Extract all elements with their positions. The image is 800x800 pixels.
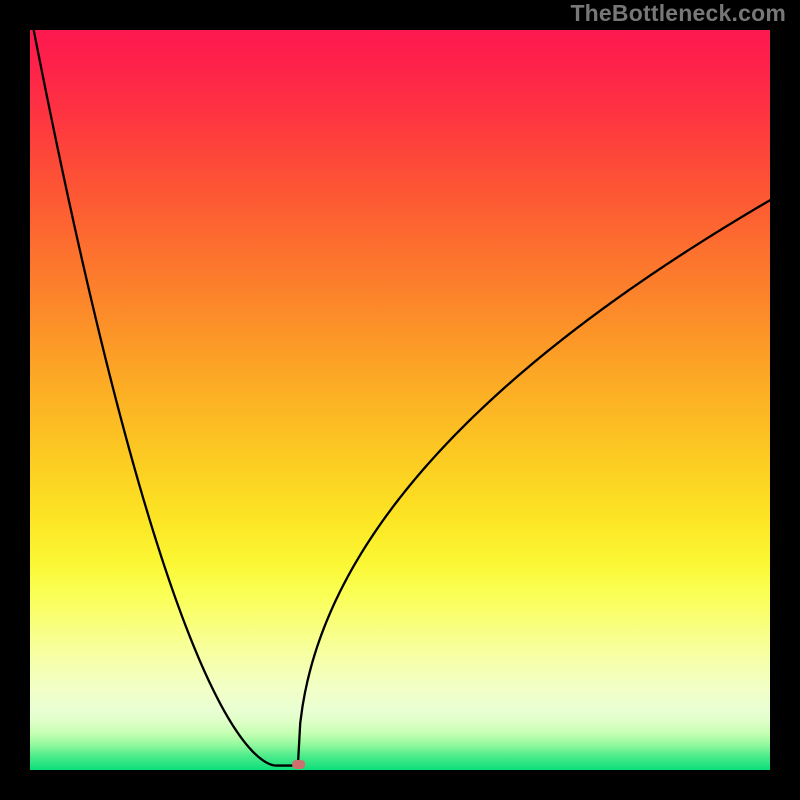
plot-area <box>30 30 770 770</box>
gradient-background <box>30 30 770 770</box>
optimum-marker <box>292 760 305 769</box>
bottleneck-curve-chart <box>30 30 770 770</box>
chart-container: TheBottleneck.com <box>0 0 800 800</box>
watermark-text: TheBottleneck.com <box>570 0 786 27</box>
